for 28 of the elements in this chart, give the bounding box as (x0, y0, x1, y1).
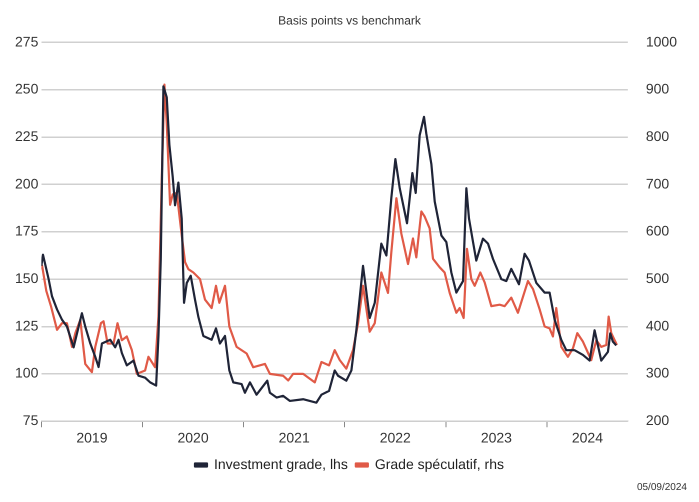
text: 05/09/2024 (636, 482, 688, 493)
x-tick-label: 2021 (278, 429, 310, 446)
y-tick-label: 75 (22, 412, 39, 428)
y2-tick-label: 600 (646, 222, 670, 239)
y2-tick-label: 900 (646, 80, 670, 97)
chart-title: Basis points vs benchmark (278, 14, 422, 28)
y-tick-label: 225 (15, 128, 39, 144)
y-tick-label: 200 (15, 175, 39, 192)
legend-label: Investment grade, lhs (214, 456, 348, 472)
x-tick-label: 2019 (76, 429, 108, 446)
y-tick-label: 175 (15, 222, 39, 239)
y2-tick-label: 1000 (646, 33, 678, 50)
y2-tick-label: 500 (646, 270, 670, 286)
y-tick-label: 100 (15, 364, 39, 381)
x-tick-label: 2024 (572, 429, 604, 446)
y-tick-label: 275 (15, 33, 39, 50)
y-tick-label: 150 (15, 270, 39, 286)
y2-tick-label: 800 (646, 128, 670, 144)
x-tick-label: 2020 (177, 429, 209, 446)
x-tick-label: 2023 (480, 429, 512, 446)
y2-tick-label: 200 (646, 412, 670, 428)
y-tick-label: 125 (15, 317, 39, 334)
y-tick-label: 250 (15, 80, 39, 97)
legend-label: Grade spéculatif, rhs (374, 456, 504, 472)
y2-tick-label: 300 (646, 364, 670, 381)
x-tick-label: 2022 (380, 429, 412, 446)
y2-tick-label: 400 (646, 317, 670, 334)
y2-tick-label: 700 (646, 175, 670, 192)
